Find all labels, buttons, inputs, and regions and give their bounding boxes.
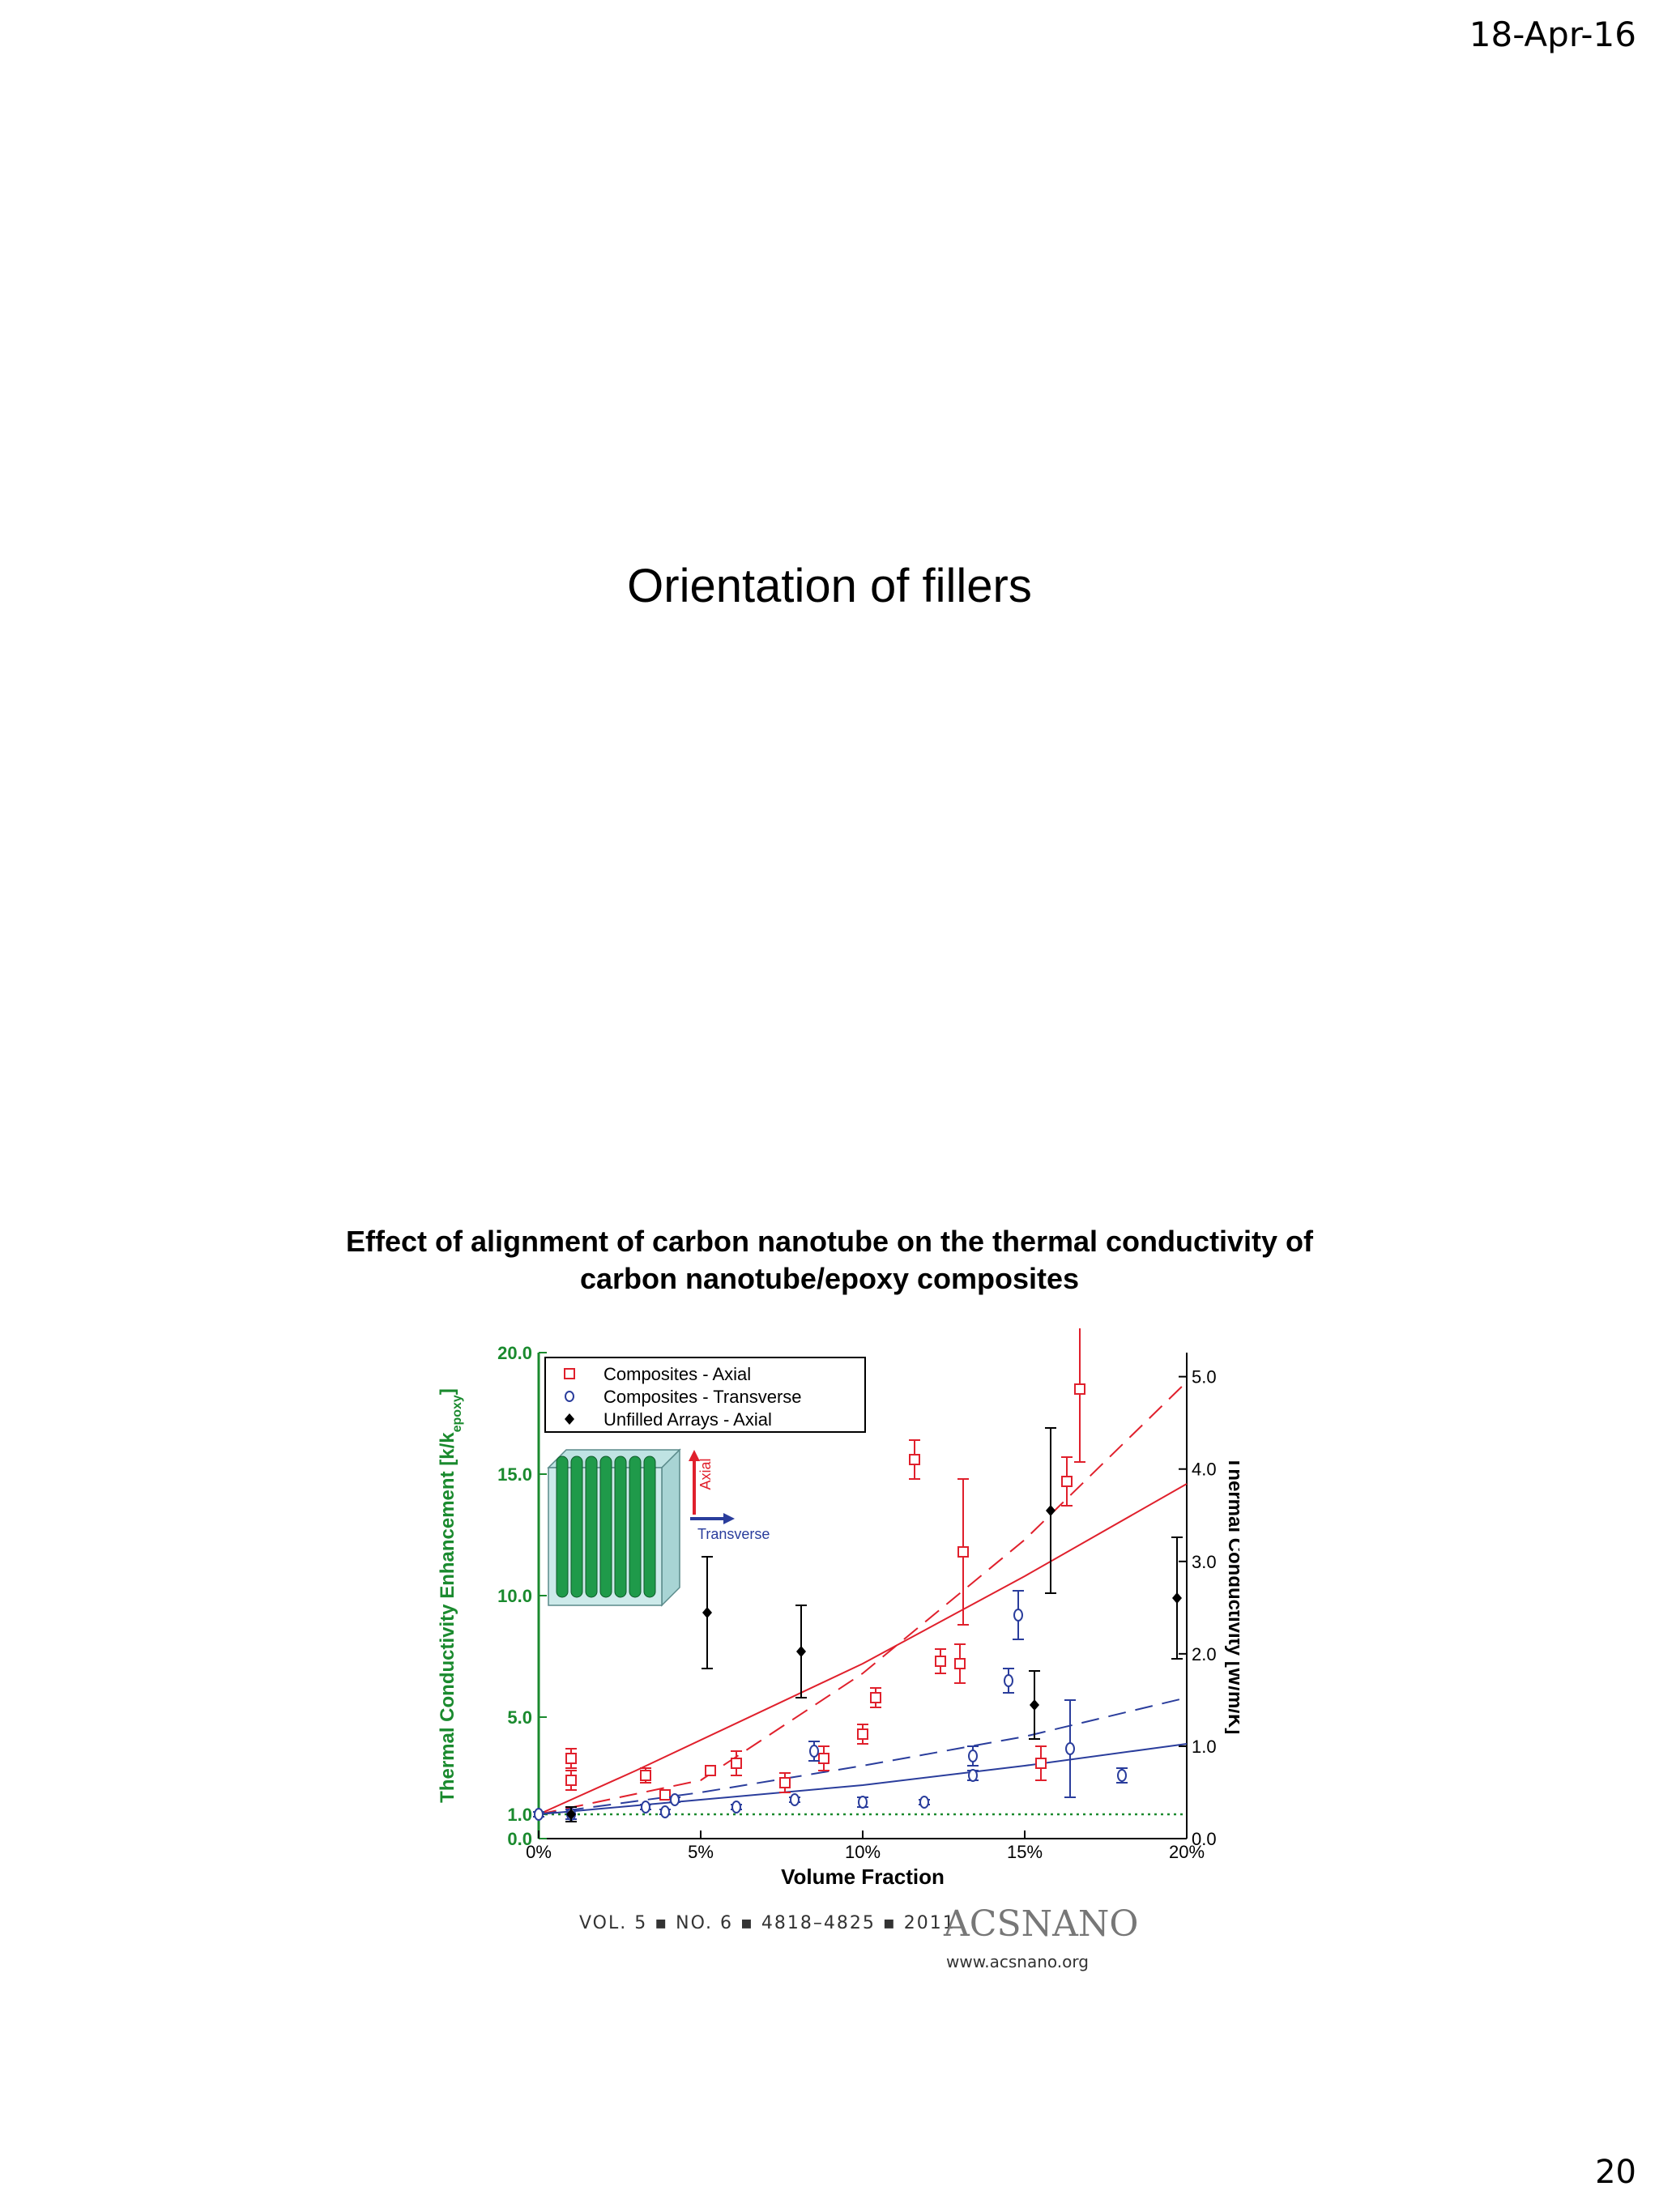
caption-line-1: Effect of alignment of carbon nanotube o… — [345, 1225, 1314, 1258]
y-axis-label-main: Thermal Conductivity Enhancement [k/k — [437, 1432, 458, 1803]
axial-point — [818, 1753, 830, 1764]
axial-point — [640, 1770, 651, 1781]
nanotube — [599, 1455, 612, 1598]
axial-point — [565, 1753, 577, 1764]
y-axis-label: Thermal Conductivity Enhancement [k/kepo… — [437, 1388, 464, 1803]
nanotube — [629, 1455, 642, 1598]
unfilled-point — [1046, 1505, 1056, 1516]
legend-circle-marker — [565, 1391, 574, 1402]
transverse-point — [731, 1801, 741, 1813]
axial-point — [935, 1656, 946, 1667]
axial-label: Axial — [697, 1458, 714, 1490]
legend-square-marker — [564, 1368, 575, 1379]
unfilled-point — [1030, 1699, 1039, 1711]
axial-point — [705, 1765, 716, 1776]
legend-entry: Composites - Axial — [603, 1364, 751, 1384]
y-tick-label: 1.0 — [507, 1805, 532, 1825]
y2-tick-label: 2.0 — [1192, 1644, 1217, 1664]
x-tick-label: 10% — [845, 1842, 881, 1862]
transverse-point — [790, 1793, 800, 1806]
x-tick-label: 5% — [688, 1842, 714, 1862]
unfilled-point — [1172, 1592, 1182, 1604]
x-tick-label: 15% — [1007, 1842, 1043, 1862]
transverse-point — [1013, 1609, 1023, 1622]
nanotube-inset: Axial Transverse — [547, 1448, 770, 1607]
axial-point — [1061, 1476, 1073, 1487]
transverse-arrow-head — [723, 1513, 735, 1524]
axial-point — [565, 1775, 577, 1786]
transverse-point — [534, 1808, 544, 1821]
y-tick-label: 10.0 — [497, 1586, 532, 1606]
unfilled-point — [796, 1646, 806, 1657]
journal-logo: ACSNANO — [944, 1903, 1139, 1945]
y2-tick-label: 1.0 — [1192, 1737, 1217, 1757]
transverse-point — [1117, 1769, 1127, 1782]
transverse-point — [968, 1750, 978, 1762]
y2-axis-label: Thermal Conductivity [W/m/K] — [1224, 1457, 1239, 1735]
slide-date: 18-Apr-16 — [1469, 15, 1636, 54]
page-number: 20 — [1595, 2154, 1636, 2191]
legend-entry: Composites - Transverse — [603, 1387, 802, 1407]
nanotube — [614, 1455, 627, 1598]
transverse-point — [968, 1769, 978, 1782]
y-axis-label-end: ] — [437, 1388, 458, 1395]
transverse-point — [670, 1793, 680, 1806]
y2-tick-label: 4.0 — [1192, 1460, 1217, 1480]
unfilled-point — [566, 1809, 576, 1820]
y2-tick-label: 0.0 — [1192, 1829, 1217, 1849]
axial-point — [731, 1758, 742, 1769]
slide-title: Orientation of fillers — [627, 560, 1032, 612]
transverse-point — [1065, 1742, 1075, 1755]
transverse-label: Transverse — [697, 1526, 770, 1542]
y-tick-label: 15.0 — [497, 1464, 532, 1485]
axial-arrow-head — [689, 1450, 700, 1461]
y-axis-label-sub: epoxy — [450, 1395, 464, 1432]
transverse-point — [809, 1745, 819, 1758]
unfilled-point — [702, 1607, 712, 1618]
axial-point — [779, 1777, 791, 1788]
axial-point — [957, 1546, 969, 1558]
figure-caption: Effect of alignment of carbon nanotube o… — [0, 1223, 1659, 1298]
fit-line-dashed — [538, 1381, 1188, 1815]
axial-point — [659, 1789, 671, 1801]
legend-entry: Unfilled Arrays - Axial — [603, 1409, 772, 1430]
nanotube — [570, 1455, 583, 1598]
y-tick-label: 20.0 — [497, 1343, 532, 1363]
transverse-point — [919, 1796, 929, 1809]
fit-line-solid — [538, 1483, 1188, 1815]
y2-tick-label: 3.0 — [1192, 1552, 1217, 1572]
transverse-point — [660, 1805, 670, 1818]
y2-tick-label: 5.0 — [1192, 1367, 1217, 1387]
chart-legend: Composites - Axial Composites - Transvers… — [544, 1357, 866, 1433]
transverse-point — [641, 1801, 650, 1813]
nanotube — [556, 1455, 569, 1598]
axial-point — [857, 1728, 868, 1740]
axial-point — [954, 1658, 966, 1669]
transverse-point — [858, 1796, 868, 1809]
inset-box-side — [661, 1448, 680, 1607]
caption-line-2: carbon nanotube/epoxy composites — [579, 1262, 1080, 1295]
legend-diamond-marker — [565, 1413, 574, 1425]
x-tick-label: 0% — [526, 1842, 552, 1862]
nanotube — [643, 1455, 656, 1598]
x-tick-label: 20% — [1169, 1842, 1205, 1862]
y-tick-label: 5.0 — [507, 1707, 532, 1728]
citation-volume: VOL. 5 ▪ NO. 6 ▪ 4818–4825 ▪ 2011 — [579, 1913, 956, 1933]
journal-url: www.acsnano.org — [946, 1952, 1089, 1971]
x-axis-label: Volume Fraction — [781, 1865, 945, 1889]
legend-box — [544, 1357, 866, 1433]
axial-point — [1035, 1758, 1047, 1769]
axial-point — [1074, 1383, 1085, 1395]
transverse-point — [1004, 1674, 1013, 1687]
axial-point — [909, 1454, 920, 1465]
axial-point — [870, 1692, 881, 1703]
y-tick-label: 0.0 — [507, 1829, 532, 1849]
nanotube — [585, 1455, 598, 1598]
thermal-conductivity-chart: 0.0 1.0 5.0 10.0 15.0 20.0 0.0 1.0 2.0 3.0 4.0 5.0 0… — [437, 1328, 1239, 1889]
